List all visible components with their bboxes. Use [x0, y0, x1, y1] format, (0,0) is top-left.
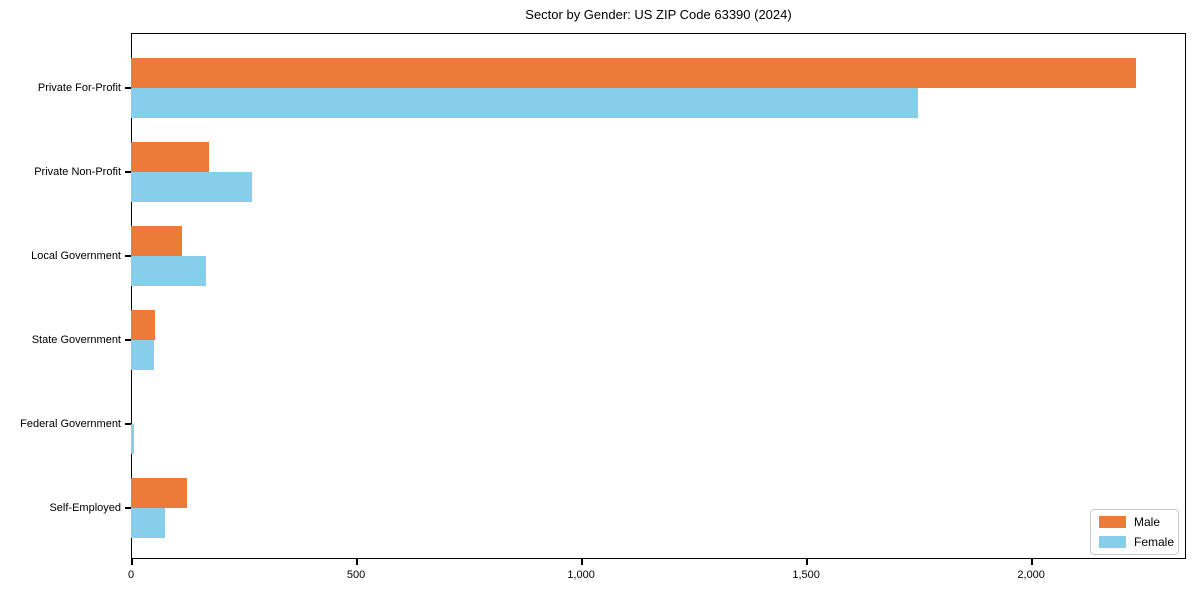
x-tick-mark	[581, 559, 583, 565]
y-tick-label: Local Government	[31, 250, 121, 262]
bar-female-3	[131, 256, 207, 286]
plot-area	[131, 33, 1186, 559]
legend-item-male: Male	[1099, 516, 1170, 528]
y-tick-label: Self-Employed	[49, 502, 121, 514]
y-tick-mark	[125, 507, 131, 509]
bar-male-4	[131, 310, 155, 340]
x-tick-mark	[131, 559, 133, 565]
y-tick-label: Federal Government	[20, 418, 121, 430]
bar-female-6	[131, 508, 166, 538]
x-tick-label: 0	[127, 569, 135, 581]
x-tick-label: 1,000	[567, 569, 595, 581]
y-tick-mark	[125, 87, 131, 89]
legend-label-female: Female	[1134, 535, 1175, 549]
chart-title: Sector by Gender: US ZIP Code 63390 (202…	[525, 7, 792, 22]
y-tick-label: Private Non-Profit	[34, 166, 121, 178]
bar-female-2	[131, 172, 252, 202]
bar-male-6	[131, 478, 187, 508]
bar-male-2	[131, 142, 209, 172]
y-tick-mark	[125, 423, 131, 425]
x-tick-mark	[806, 559, 808, 565]
legend: Male Female	[1090, 509, 1179, 555]
legend-label-male: Male	[1134, 515, 1161, 529]
x-tick-mark	[356, 559, 358, 565]
female-swatch	[1099, 536, 1126, 548]
y-tick-mark	[125, 171, 131, 173]
bar-male-1	[131, 58, 1136, 88]
y-tick-label: Private For-Profit	[37, 82, 121, 94]
bar-female-1	[131, 88, 918, 118]
bar-female-5	[131, 424, 134, 454]
y-tick-mark	[125, 255, 131, 257]
bar-female-4	[131, 340, 155, 370]
y-tick-mark	[125, 339, 131, 341]
bar-male-3	[131, 226, 182, 256]
x-tick-label: 2,000	[1017, 569, 1045, 581]
legend-item-female: Female	[1099, 536, 1174, 548]
x-tick-label: 1,500	[792, 569, 820, 581]
y-tick-label: State Government	[31, 334, 121, 346]
male-swatch	[1099, 516, 1126, 528]
x-tick-label: 500	[346, 569, 366, 581]
x-tick-mark	[1031, 559, 1033, 565]
